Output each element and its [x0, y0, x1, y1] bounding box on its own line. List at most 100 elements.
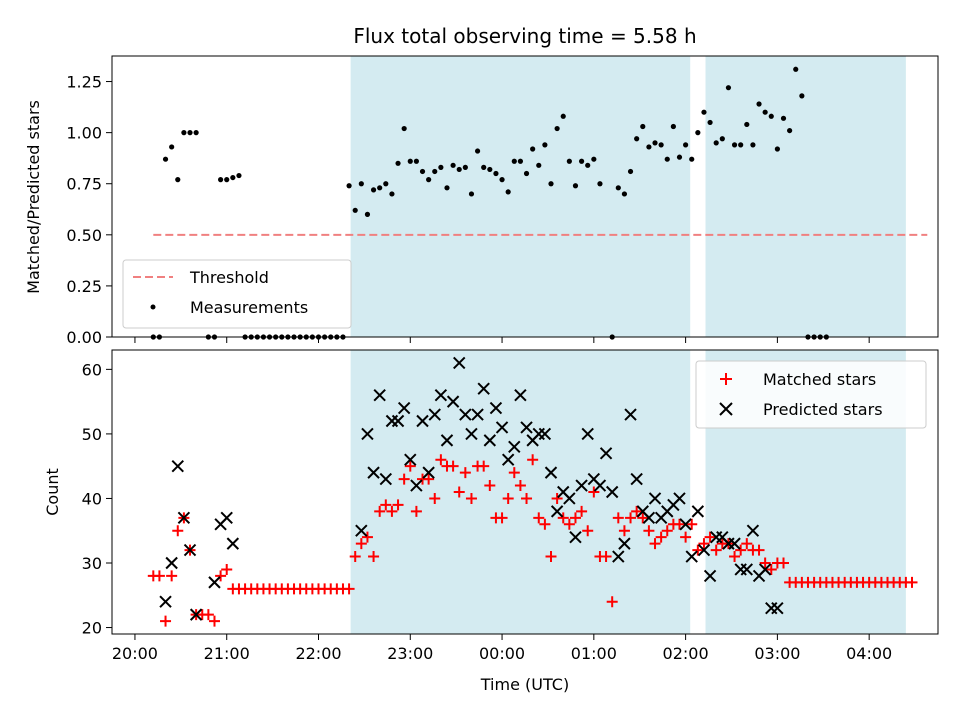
predicted-point — [416, 414, 429, 428]
bottom-y-tick-label: 50 — [82, 425, 102, 444]
x-axis-label: Time (UTC) — [480, 675, 569, 694]
top-plot-frame — [111, 55, 939, 338]
matched-point — [753, 544, 765, 556]
measurement-point — [787, 127, 793, 134]
predicted-point — [471, 408, 484, 421]
predicted-point — [367, 466, 380, 479]
measurement-point — [523, 170, 530, 177]
measurement-point — [224, 177, 230, 183]
measurement-point — [640, 123, 646, 130]
bottom-y-tick-label: 60 — [82, 360, 102, 379]
measurement-point — [175, 177, 181, 183]
measurement-point — [658, 142, 664, 148]
matched-point — [692, 544, 704, 556]
top-legend: Threshold Measurements — [122, 259, 352, 329]
predicted-point — [397, 401, 411, 415]
matched-point — [906, 576, 918, 588]
predicted-point — [177, 511, 191, 525]
predicted-point — [630, 472, 643, 486]
predicted-point — [538, 427, 552, 441]
measurement-point — [719, 136, 725, 142]
measurement-point — [725, 85, 732, 91]
measurement-point — [456, 166, 462, 173]
predicted-point — [355, 524, 368, 537]
predicted-point — [581, 427, 594, 441]
legend-threshold-label: Threshold — [189, 268, 269, 287]
shaded-interval — [705, 56, 906, 337]
legend-matched-swatch — [720, 373, 732, 385]
matched-point — [551, 492, 563, 504]
predicted-point — [379, 472, 393, 486]
measurement-point — [695, 130, 701, 136]
x-tick-label: 03:00 — [754, 644, 800, 663]
predicted-point — [618, 537, 631, 550]
top-legend-box — [122, 259, 352, 329]
matched-point — [710, 544, 722, 556]
x-tick-label: 00:00 — [479, 644, 525, 663]
predicted-point — [691, 505, 705, 518]
matched-point — [582, 525, 594, 537]
measurement-point — [750, 142, 756, 148]
measurement-point — [676, 154, 683, 160]
matched-point — [368, 551, 380, 563]
bottom-legend: Matched stars Predicted stars — [695, 360, 927, 429]
measurement-point — [572, 183, 579, 189]
top-y-tick-label: 0.00 — [66, 328, 102, 347]
matched-point — [741, 538, 753, 550]
predicted-point — [746, 524, 760, 537]
matched-point — [160, 615, 172, 627]
matched-point — [484, 480, 496, 492]
matched-point — [386, 505, 398, 517]
matched-point — [429, 492, 441, 504]
measurement-point — [554, 125, 560, 132]
measurement-point — [401, 125, 407, 132]
predicted-stars-series — [159, 356, 784, 621]
matched-point — [410, 505, 422, 517]
x-tick-label: 23:00 — [387, 644, 433, 663]
measurement-point — [683, 142, 689, 148]
measurement-point — [634, 136, 640, 142]
predicted-point — [422, 466, 435, 479]
predicted-point — [740, 563, 754, 576]
x-axis: 20:00 21:00 22:00 23:00 00:00 01:00 02:00 03:00… — [112, 634, 892, 663]
matched-point — [649, 538, 661, 550]
predicted-point — [391, 414, 405, 428]
top-y-axis: 0.00 0.25 0.50 0.75 1.00 1.25 — [66, 73, 112, 347]
measurement-point — [707, 119, 713, 126]
measurement-point — [762, 109, 768, 115]
matched-point — [557, 512, 569, 524]
matched-point — [380, 499, 392, 511]
measurement-point — [370, 187, 377, 193]
predicted-point — [544, 466, 558, 479]
top-y-tick-label: 1.00 — [66, 124, 102, 143]
measurement-point — [346, 183, 352, 189]
x-tick-label: 21:00 — [204, 644, 250, 663]
top-y-tick-label: 1.25 — [66, 73, 102, 92]
bottom-legend-box — [695, 360, 927, 429]
matched-point — [765, 563, 777, 575]
predicted-point — [550, 505, 564, 518]
matched-point — [527, 454, 539, 466]
matched-point — [465, 492, 477, 504]
matched-point — [361, 531, 373, 543]
matched-point — [392, 499, 404, 511]
measurement-point — [395, 160, 401, 166]
matched-point — [698, 538, 710, 550]
measurement-point — [615, 185, 621, 191]
matched-point — [349, 551, 361, 563]
predicted-point — [453, 356, 466, 370]
predicted-point — [428, 408, 441, 421]
legend-predicted-label: Predicted stars — [763, 400, 883, 419]
legend-measurements-label: Measurements — [190, 298, 308, 317]
matched-point — [686, 518, 698, 530]
predicted-point — [434, 388, 448, 402]
measurement-point — [474, 148, 481, 154]
matched-point — [398, 473, 410, 485]
bottom-panel: 20 30 40 50 60 20:00 21:00 22:00 23:00 00:00 01:0… — [43, 349, 939, 694]
predicted-point — [159, 595, 172, 608]
legend-measurements-swatch — [150, 304, 156, 310]
predicted-point — [648, 492, 662, 505]
measurement-point — [218, 177, 224, 183]
bottom-y-tick-label: 30 — [82, 554, 102, 573]
